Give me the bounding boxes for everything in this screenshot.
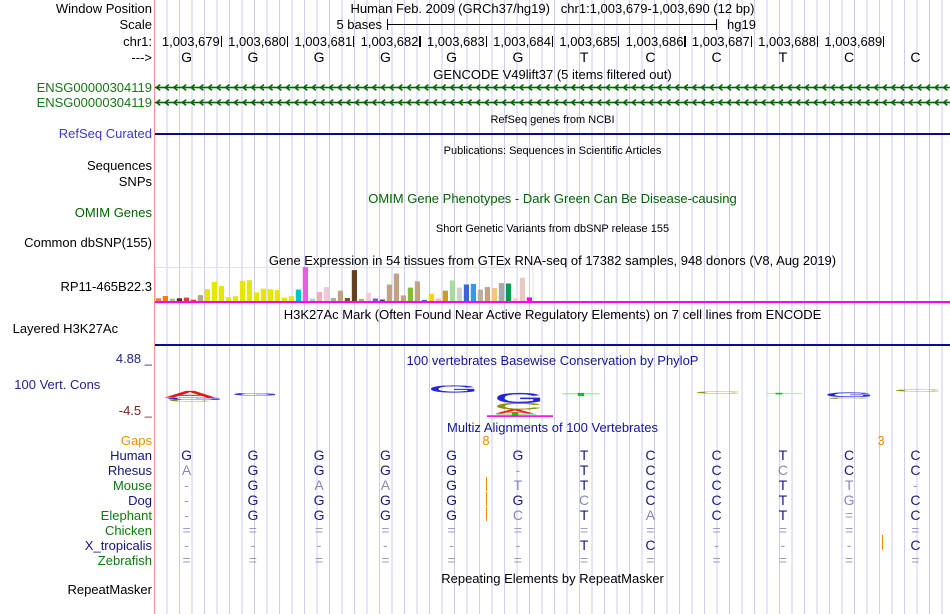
svg-text:C: C: [893, 390, 942, 393]
svg-text:C: C: [495, 401, 543, 411]
svg-text:A: A: [166, 389, 215, 399]
svg-text:G: G: [495, 390, 545, 406]
svg-text:A: A: [496, 408, 534, 414]
svg-text:G: G: [232, 392, 279, 397]
svg-text:G: G: [825, 391, 874, 398]
svg-text:C: C: [167, 399, 212, 402]
svg-text:C: C: [694, 391, 742, 394]
svg-text:G: G: [165, 397, 225, 401]
svg-text:G: G: [428, 383, 478, 395]
svg-text:C: C: [828, 397, 869, 399]
